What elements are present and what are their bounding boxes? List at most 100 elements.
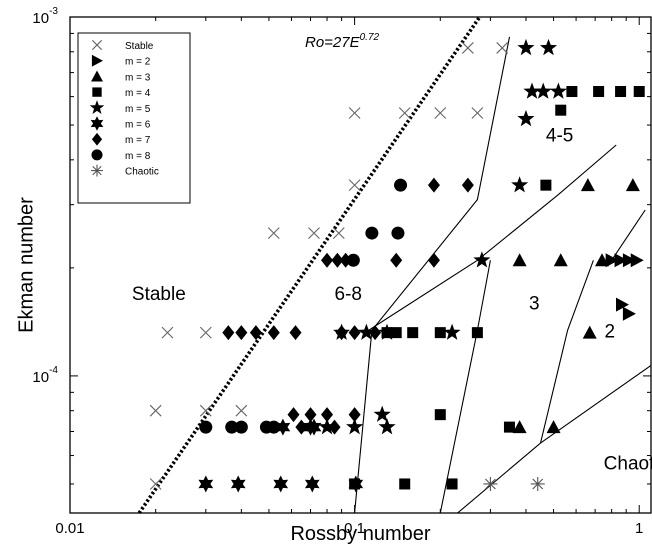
data-point (399, 478, 411, 490)
data-point (390, 327, 402, 339)
y-tick-label: 10-4 (32, 365, 58, 386)
legend-label: m = 5 (125, 104, 151, 115)
data-point (622, 253, 636, 268)
data-point (348, 325, 361, 341)
data-point (273, 475, 289, 493)
y-tick-exponent: -4 (49, 365, 58, 376)
data-point (235, 325, 248, 341)
data-point (473, 251, 491, 268)
legend-item: m = 5 (89, 100, 151, 115)
data-point (373, 405, 391, 422)
data-point (512, 253, 527, 267)
data-point (225, 420, 239, 434)
data-point (161, 326, 174, 339)
data-point (461, 177, 474, 193)
data-point (512, 420, 527, 434)
series-stable (149, 42, 509, 490)
legend-marker (90, 116, 104, 131)
data-point (625, 178, 640, 192)
x-tick-label: 1 (635, 520, 643, 537)
data-point (503, 421, 515, 433)
legend-label: m = 7 (125, 135, 151, 146)
axis-ticks: 0.01 0.1 110-410-3 (32, 6, 651, 537)
data-point (348, 179, 361, 192)
series-m-7 (222, 177, 474, 435)
data-point (580, 178, 595, 192)
region-label: Chaotic (604, 454, 652, 475)
data-point (149, 404, 162, 417)
data-point (267, 420, 281, 434)
regime-boundaries (354, 36, 652, 514)
data-point (348, 407, 361, 423)
x-axis-title: Rossby number (290, 523, 430, 545)
legend-item: m = 3 (91, 70, 151, 83)
data-point (348, 475, 364, 493)
data-point (534, 82, 552, 99)
data-point (446, 478, 458, 490)
legend-marker (91, 132, 103, 146)
regime-boundary-line (368, 144, 617, 331)
data-point (304, 407, 317, 423)
regime-boundary-line (439, 260, 491, 514)
data-point (434, 107, 447, 119)
data-point (434, 327, 446, 339)
data-point (407, 327, 419, 339)
data-point (443, 323, 461, 340)
data-point (346, 253, 360, 267)
data-point (595, 253, 610, 267)
data-point (461, 42, 474, 54)
y-tick-base: 10 (32, 369, 49, 386)
data-point (630, 253, 644, 268)
legend-marker (89, 100, 105, 114)
legend-label: Stable (125, 41, 154, 52)
data-point (391, 226, 405, 240)
data-point (308, 227, 320, 239)
fit-line-label-exponent: 0.72 (360, 32, 380, 43)
series-m-6 (198, 418, 364, 493)
legend-label: m = 2 (125, 57, 151, 68)
legend-marker (91, 54, 103, 67)
data-point (234, 420, 248, 434)
regime-boundary-line (539, 260, 594, 444)
region-label: 3 (529, 294, 540, 315)
data-point (517, 109, 535, 127)
legend-marker (91, 70, 103, 82)
data-point (427, 252, 440, 268)
data-point (267, 325, 280, 341)
series-m-2 (605, 253, 644, 321)
legend-item: m = 6 (90, 116, 151, 131)
data-point (378, 418, 396, 435)
region-label: 4-5 (546, 125, 573, 146)
data-point (523, 82, 541, 99)
fit-line-label: Ro=27E0.72 (305, 32, 380, 51)
data-point (304, 475, 320, 493)
legend-marker (92, 87, 102, 97)
data-point (605, 253, 619, 268)
data-point (306, 418, 322, 436)
legend-item: m = 8 (91, 149, 151, 162)
data-point (511, 176, 529, 193)
data-point (517, 38, 535, 56)
data-point (427, 177, 440, 193)
y-tick-label: 10-3 (32, 6, 58, 27)
data-point (582, 325, 597, 339)
data-point (540, 179, 552, 191)
series-m-3 (512, 178, 640, 434)
data-point (199, 404, 212, 417)
fit-line (137, 15, 482, 515)
data-point (566, 86, 578, 98)
regime-boundary-line (354, 36, 511, 514)
data-point (335, 325, 348, 341)
y-tick-exponent: -3 (49, 6, 58, 17)
fit-line-label-main: Ro=27E (305, 34, 361, 51)
data-point (539, 38, 558, 56)
legend-marker (91, 39, 103, 51)
data-point (616, 297, 630, 312)
legend-label: m = 4 (125, 88, 151, 99)
data-point (378, 323, 396, 340)
plot-frame (69, 16, 652, 514)
legend: Stable m = 2 m = 3 m = 4 m = 5 m = 6 m = 7 m = … (77, 32, 191, 204)
data-point (332, 227, 345, 239)
region-label: 2 (604, 321, 615, 342)
data-point (275, 418, 291, 436)
